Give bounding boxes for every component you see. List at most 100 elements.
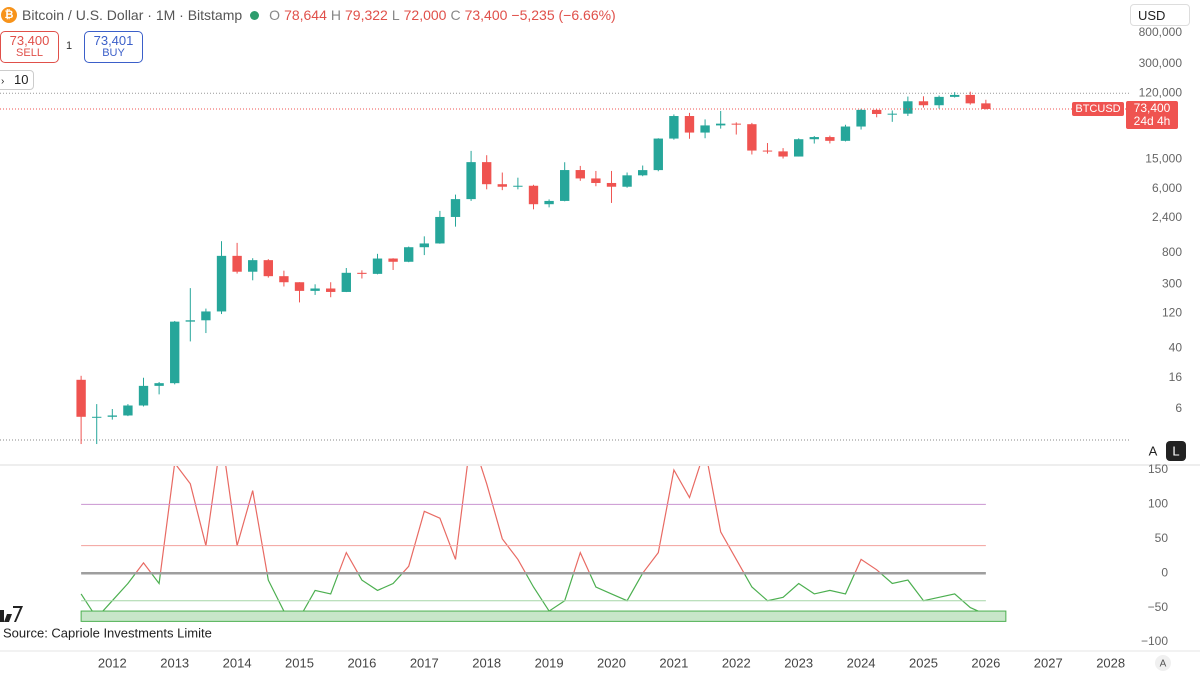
low-label: L	[391, 7, 400, 23]
y-tick-label: 0	[1161, 565, 1168, 579]
auto-button-label[interactable]: A	[1149, 443, 1158, 458]
y-tick-label: −100	[1141, 634, 1168, 648]
candle-body	[871, 109, 882, 114]
sell-price[interactable]: 73,400	[9, 33, 50, 48]
low-value: 72,000	[403, 7, 447, 23]
candle-body	[294, 282, 305, 291]
candle-body	[357, 272, 367, 274]
y-tick-label: −50	[1148, 600, 1169, 614]
price-tag-countdown: 24d 4h	[1134, 114, 1171, 128]
candle-body	[154, 383, 164, 386]
candle-body	[279, 276, 289, 283]
candle-body	[591, 178, 601, 183]
y-tick-label: 100	[1148, 497, 1168, 511]
candle-body	[466, 162, 476, 200]
candle-body	[700, 125, 710, 133]
x-tick-label: 2025	[909, 655, 938, 670]
x-tick-label: 2018	[472, 655, 501, 670]
x-tick-label: 2027	[1034, 655, 1063, 670]
close-label: C	[450, 7, 461, 23]
y-tick-label: 800	[1162, 245, 1182, 259]
open-value: 78,644	[284, 7, 327, 23]
y-tick-label: 800,000	[1139, 25, 1183, 39]
candle-body	[216, 255, 227, 312]
candle-body	[107, 415, 117, 417]
x-tick-label: 2023	[784, 655, 813, 670]
buy-label[interactable]: BUY	[102, 47, 125, 59]
candle-body	[232, 255, 242, 272]
candle-body	[310, 288, 320, 291]
candle-body	[263, 260, 273, 277]
price-tag-name-bg	[1072, 101, 1124, 116]
x-tick-label: 2020	[597, 655, 626, 670]
candle-body	[747, 124, 757, 151]
indicator-toggle[interactable]: › 10	[0, 70, 34, 90]
x-tick-label: 2013	[160, 655, 189, 670]
candle-body	[622, 175, 632, 187]
candle-body	[715, 123, 726, 126]
candle-body	[809, 137, 819, 140]
candle-body	[544, 200, 554, 205]
candle-body	[793, 139, 804, 157]
log-button-label[interactable]: L	[1172, 443, 1179, 458]
candle-body	[528, 185, 539, 205]
candle-body	[903, 101, 913, 114]
high-value: 79,322	[345, 7, 388, 23]
close-value: 73,400	[464, 7, 508, 23]
candle-body	[248, 260, 258, 272]
candle-body	[669, 116, 679, 139]
y-tick-label: 300,000	[1139, 56, 1183, 70]
coin-icon: ₿	[1, 7, 17, 23]
oversold-band	[80, 610, 1007, 622]
buy-price[interactable]: 73,401	[93, 33, 134, 48]
candle-body	[76, 379, 86, 417]
y-tick-label: 16	[1169, 370, 1183, 384]
indicator-count[interactable]: 10	[13, 72, 29, 87]
corner-button-label[interactable]: A	[1160, 659, 1167, 670]
candle-body	[404, 247, 414, 262]
x-tick-label: 2021	[659, 655, 688, 670]
oscillator-line	[80, 466, 987, 619]
price-tag-name: BTCUSD	[1075, 103, 1120, 115]
candle-body	[981, 103, 991, 109]
buy-button[interactable]: 73,401 BUY	[84, 31, 143, 63]
x-tick-label: 2015	[285, 655, 314, 670]
open-label: O	[269, 7, 281, 23]
sell-label[interactable]: SELL	[16, 47, 43, 59]
price-tag-value: 73,400	[1134, 101, 1171, 115]
candle-body	[372, 258, 383, 274]
candle-body	[934, 96, 944, 106]
candle-body	[856, 109, 866, 127]
candle-body	[653, 138, 663, 171]
auto-button[interactable]	[1144, 442, 1163, 461]
candle-body	[326, 288, 336, 292]
candle-body	[762, 150, 773, 152]
candle-body	[887, 113, 897, 115]
change: −5,235 (−6.66%)	[511, 7, 616, 23]
candle-body	[965, 94, 975, 104]
x-tick-label: 2017	[410, 655, 439, 670]
x-tick-label: 2022	[722, 655, 751, 670]
candle-body	[92, 416, 102, 418]
high-label: H	[330, 7, 342, 23]
currency-select[interactable]: USD	[1130, 4, 1190, 26]
candle-body	[419, 243, 429, 248]
corner-button[interactable]	[1155, 655, 1171, 671]
candle-body	[497, 184, 507, 187]
log-button[interactable]	[1166, 441, 1186, 461]
candle-body	[185, 320, 195, 322]
y-tick-label: 300	[1162, 276, 1182, 290]
source-text: Source: Capriole Investments Limite	[3, 625, 212, 640]
y-tick-label: 120,000	[1139, 85, 1183, 99]
y-tick-label: 2,400	[1152, 210, 1182, 224]
symbol[interactable]: Bitcoin / U.S. Dollar · 1M · Bitstamp	[22, 7, 243, 23]
quantity[interactable]: 1	[66, 40, 73, 52]
y-tick-label: 50	[1155, 531, 1169, 545]
sell-button[interactable]: 73,400 SELL	[0, 31, 59, 63]
x-tick-label: 2012	[98, 655, 127, 670]
logo	[0, 606, 23, 622]
x-tick-label: 2026	[971, 655, 1000, 670]
candle-body	[606, 182, 617, 187]
candle-body	[918, 101, 929, 106]
candle-body	[170, 321, 180, 384]
